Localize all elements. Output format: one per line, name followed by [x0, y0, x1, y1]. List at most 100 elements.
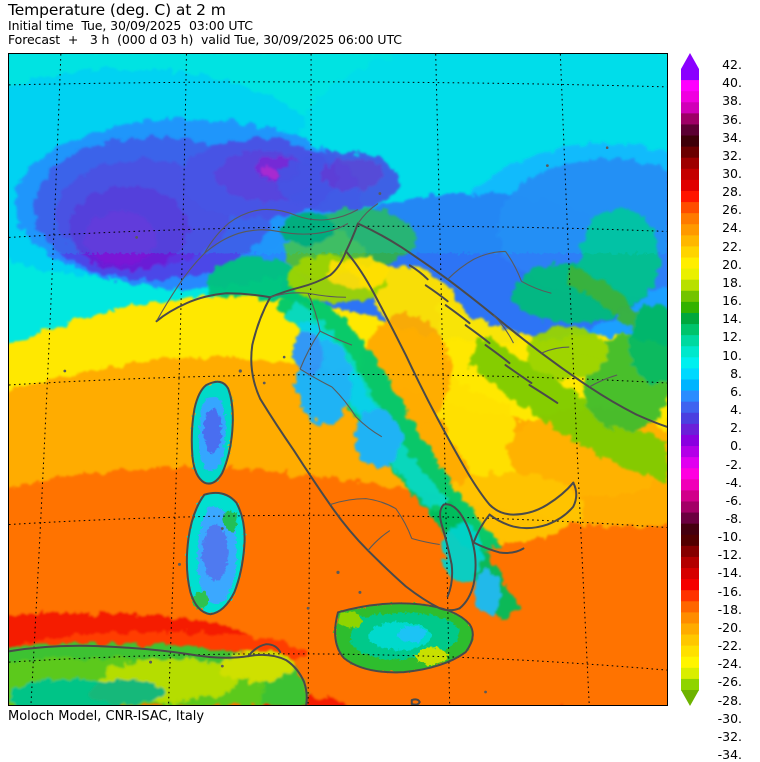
colorbar-band — [681, 645, 699, 658]
colorbar-band — [681, 678, 699, 691]
colorbar-band — [681, 368, 699, 381]
colorbar-band — [681, 479, 699, 491]
colorbar-band — [681, 124, 699, 137]
colorbar-tick-label: 8. — [730, 365, 742, 381]
colorbar-band — [681, 612, 699, 625]
colorbar-band — [681, 312, 699, 325]
colorbar-band — [681, 235, 699, 248]
colorbar-tick-label: 24. — [722, 220, 742, 236]
colorbar-tick-labels: 42. 40. 38. 36. 34. 32. 30. 28. 26. 24. 22. 20. 18. 1… — [704, 53, 756, 760]
colorbar-band — [681, 135, 699, 148]
colorbar-band — [681, 246, 699, 259]
colorbar-tick-label: -22. — [717, 638, 742, 654]
colorbar-tick-label: 16. — [722, 293, 742, 309]
colorbar-band — [681, 168, 699, 181]
colorbar-tick-label: 36. — [722, 111, 742, 127]
colorbar-band — [681, 202, 699, 214]
colorbar-tick-label: -20. — [717, 619, 742, 635]
colorbar-tick-label: 28. — [722, 184, 742, 200]
temperature-field — [9, 54, 667, 705]
colorbar-band — [681, 390, 699, 403]
colorbar-band — [681, 468, 699, 480]
model-credit: Moloch Model, CNR-ISAC, Italy — [8, 709, 205, 724]
colorbar-tick-label: 18. — [722, 274, 742, 290]
colorbar-tick-label: 40. — [722, 75, 742, 91]
colorbar-band — [681, 179, 699, 192]
colorbar-tick-label: 10. — [722, 347, 742, 363]
colorbar-tick-label: -2. — [725, 456, 742, 472]
colorbar-top-arrow — [681, 53, 699, 69]
colorbar-band — [681, 357, 699, 370]
colorbar-tick-label: 34. — [722, 129, 742, 145]
colorbar-band — [681, 667, 699, 680]
colorbar-band — [681, 257, 699, 270]
colorbar-band — [681, 301, 699, 314]
colorbar-band — [681, 190, 699, 203]
colorbar-bottom-arrow — [681, 690, 699, 706]
colorbar-tick-label: 2. — [730, 420, 742, 436]
colorbar-tick-label: -18. — [717, 601, 742, 617]
colorbar-tick-label: 20. — [722, 256, 742, 272]
colorbar-tick-label: 6. — [730, 383, 742, 399]
temperature-map[interactable] — [8, 53, 668, 706]
colorbar-band — [681, 556, 699, 569]
colorbar-band — [681, 113, 699, 126]
colorbar-band — [681, 490, 699, 503]
colorbar-tick-label: -12. — [717, 547, 742, 563]
colorbar-tick-label: -32. — [717, 728, 742, 744]
forecast-time-text: Forecast + 3 h (000 d 03 h) valid Tue, 3… — [8, 32, 402, 47]
colorbar-tick-label: 42. — [722, 57, 742, 72]
colorbar-band — [681, 545, 699, 558]
colorbar-band — [681, 268, 699, 281]
colorbar-band — [681, 80, 699, 92]
colorbar-band — [681, 590, 699, 602]
colorbar-band — [681, 91, 699, 103]
colorbar-tick-label: 12. — [722, 329, 742, 345]
colorbar-tick-label: -30. — [717, 710, 742, 726]
colorbar-band — [681, 601, 699, 613]
colorbar-tick-label: -28. — [717, 692, 742, 708]
colorbar-band — [681, 512, 699, 525]
colorbar-band — [681, 656, 699, 669]
colorbar-tick-label: 26. — [722, 202, 742, 218]
colorbar-band — [681, 501, 699, 514]
colorbar-tick-label: -34. — [717, 747, 742, 762]
colorbar-band — [681, 335, 699, 347]
colorbar-tick-label: 32. — [722, 147, 742, 163]
colorbar-band — [681, 523, 699, 536]
colorbar-band — [681, 213, 699, 225]
island-dots — [63, 146, 609, 694]
page-title: Temperature (deg. C) at 2 m — [8, 1, 226, 19]
initial-time-text: Initial time Tue, 30/09/2025 03:00 UTC — [8, 18, 253, 33]
colorbar-tick-label: -8. — [725, 510, 742, 526]
colorbar-band — [681, 423, 699, 436]
colorbar-band — [681, 446, 699, 458]
colorbar-band — [681, 157, 699, 170]
colorbar — [681, 53, 699, 706]
colorbar-band — [681, 579, 699, 591]
colorbar-tick-label: -6. — [725, 492, 742, 508]
colorbar-tick-label: -4. — [725, 474, 742, 490]
colorbar-band — [681, 623, 699, 636]
colorbar-band — [681, 102, 699, 114]
chart-header: Temperature (deg. C) at 2 m Initial time… — [8, 2, 668, 47]
colorbar-tick-label: -26. — [717, 674, 742, 690]
colorbar-tick-label: 14. — [722, 311, 742, 327]
colorbar-tick-label: -14. — [717, 565, 742, 581]
colorbar-tick-label: -10. — [717, 529, 742, 545]
colorbar-band — [681, 457, 699, 469]
colorbar-band — [681, 279, 699, 292]
colorbar-band — [681, 69, 699, 81]
colorbar-band — [681, 146, 699, 159]
coastlines — [9, 222, 667, 705]
political-borders — [156, 203, 618, 551]
colorbar-band — [681, 568, 699, 580]
colorbar-tick-label: 38. — [722, 93, 742, 109]
colorbar-band — [681, 324, 699, 336]
colorbar-tick-label: 30. — [722, 165, 742, 181]
colorbar-band — [681, 379, 699, 392]
colorbar-band — [681, 290, 699, 303]
colorbar-band — [681, 634, 699, 647]
colorbar-tick-label: -16. — [717, 583, 742, 599]
colorbar-band — [681, 534, 699, 547]
